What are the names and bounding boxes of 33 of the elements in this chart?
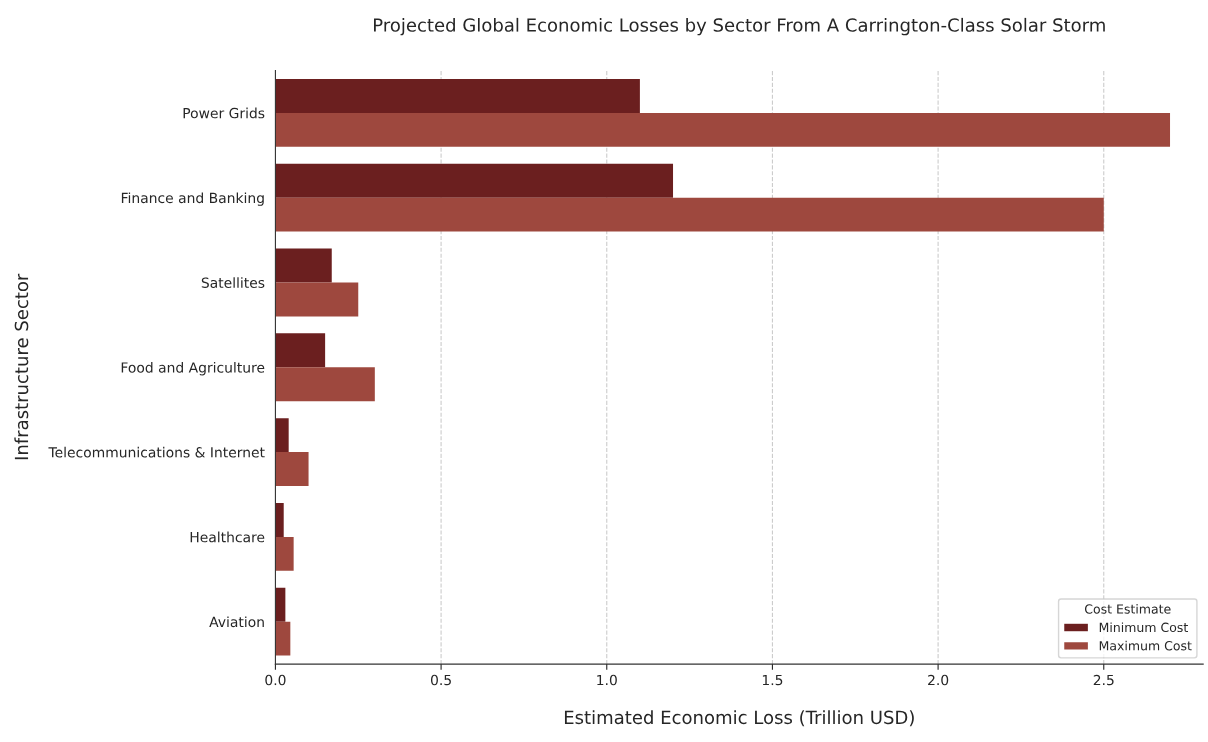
y-tick-label: Food and Agriculture xyxy=(121,362,265,376)
y-tick-label: Telecommunications & Internet xyxy=(48,446,265,458)
bar xyxy=(275,536,294,571)
y-tick-label: Finance and Banking xyxy=(121,192,264,206)
legend-label: Maximum Cost xyxy=(1099,640,1192,651)
x-tick-label: 1.0 xyxy=(597,674,617,686)
bar xyxy=(275,587,286,622)
bar xyxy=(275,163,674,198)
x-tick-label: 1.5 xyxy=(762,674,783,686)
x-tick-label: 0.0 xyxy=(265,674,286,686)
bar xyxy=(275,502,284,537)
y-axis-title: Infrastructure Sector xyxy=(14,273,29,460)
y-tick-label: Power Grids xyxy=(183,107,265,119)
bar xyxy=(275,197,1104,232)
x-tick-label: 2.5 xyxy=(1093,674,1114,686)
bar xyxy=(275,621,291,656)
y-tick-label: Aviation xyxy=(209,616,264,628)
legend-label: Minimum Cost xyxy=(1099,622,1188,633)
legend-title: Cost Estimate xyxy=(1084,604,1171,614)
bar xyxy=(275,452,309,487)
bar xyxy=(275,333,326,368)
x-tick-label: 0.5 xyxy=(430,674,451,686)
bar xyxy=(275,248,332,283)
y-tick-label: Satellites xyxy=(201,277,265,288)
bar xyxy=(275,282,359,317)
bar xyxy=(275,112,1171,147)
y-tick-label: Healthcare xyxy=(190,531,265,543)
x-axis-title: Estimated Economic Loss (Trillion USD) xyxy=(564,710,914,727)
bar xyxy=(275,367,375,402)
chart-title: Projected Global Economic Losses by Sector From A Carrington-Class Solar Storm xyxy=(374,17,1105,36)
x-tick-label: 2.0 xyxy=(928,674,949,686)
bar xyxy=(275,418,289,453)
bar xyxy=(275,78,640,113)
